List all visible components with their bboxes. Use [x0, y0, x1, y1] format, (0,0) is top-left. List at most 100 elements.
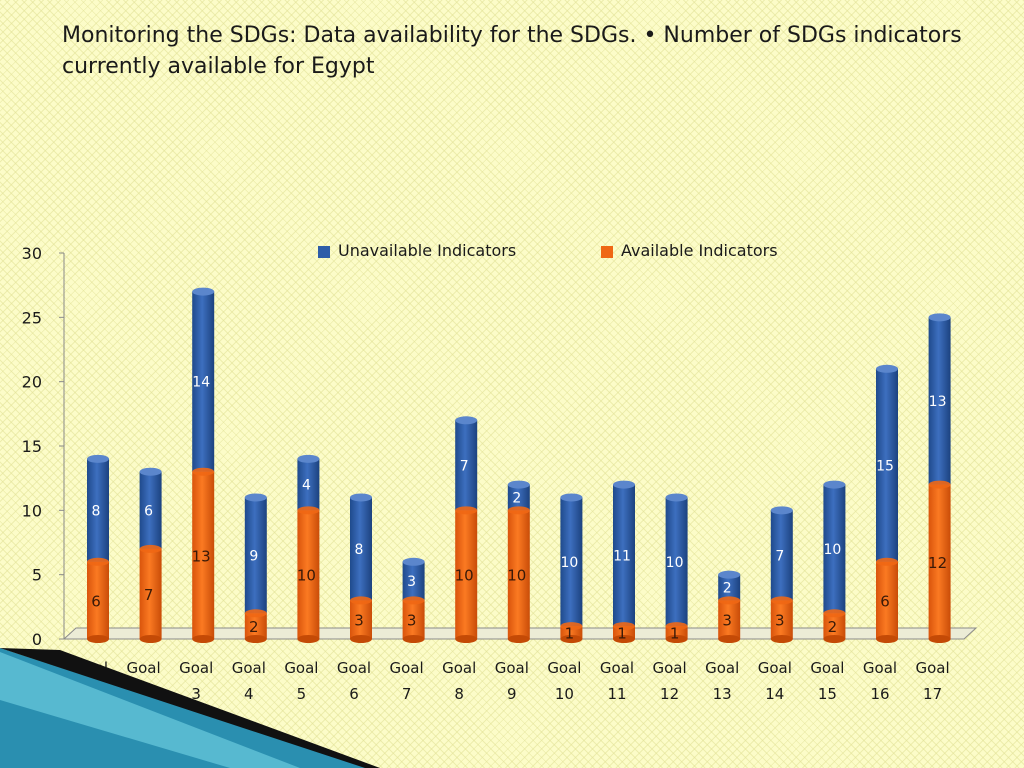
- bar-top: [297, 454, 320, 463]
- bar-segment-join: [665, 622, 688, 631]
- bar-top: [192, 287, 215, 296]
- legend-label: Available Indicators: [621, 241, 778, 260]
- x-tick-label: Goal 10: [547, 659, 581, 703]
- bar-stack: 1 10: [665, 493, 688, 643]
- bar-available: [507, 510, 530, 639]
- bar-stack: 10 7: [455, 416, 478, 643]
- bar-unavailable: [192, 291, 215, 472]
- bar-unavailable: [87, 458, 109, 562]
- label-available: 6: [91, 592, 101, 610]
- x-tick-label: Goal 17: [916, 659, 950, 703]
- bar-base: [297, 635, 320, 643]
- bar-stack: 37: [770, 506, 793, 643]
- bar-top: [665, 493, 688, 502]
- y-tick-label: 20: [22, 373, 42, 392]
- bar-unavailable: [613, 484, 635, 627]
- y-tick-label: 15: [22, 437, 42, 456]
- bar-available: [402, 600, 425, 639]
- label-available: 12: [928, 554, 947, 572]
- label-unavailable: 6: [144, 503, 153, 519]
- legend: Unavailable Indicators Available Indicato…: [318, 241, 778, 260]
- bar-segment-join: [350, 596, 372, 605]
- bar-top: [823, 480, 846, 489]
- bar-stack: 38: [350, 493, 372, 643]
- x-tick-label: Goal 12: [653, 659, 687, 703]
- bar-segment-join: [402, 596, 425, 605]
- x-tick-label: Goal 15: [810, 659, 844, 703]
- bar-available: [455, 510, 478, 639]
- bar-base: [928, 635, 951, 643]
- label-available: 6: [880, 592, 890, 610]
- bar-base: [507, 635, 530, 643]
- bar-top: [928, 313, 951, 322]
- bar-top: [455, 416, 478, 425]
- bar-segment-join: [455, 506, 478, 515]
- bar-stack: 111: [613, 480, 635, 643]
- x-tick-label: Goal 7: [390, 659, 424, 703]
- y-tick-label: 25: [22, 308, 42, 327]
- bar-top: [139, 467, 162, 476]
- bar-stack: 33: [402, 557, 425, 643]
- bar-stack: 12 13: [928, 313, 951, 643]
- bar-unavailable: [770, 510, 793, 601]
- slide-title: Monitoring the SDGs: Data availability f…: [62, 23, 962, 79]
- bar-base: [350, 635, 372, 643]
- bar-segment-join: [560, 622, 583, 631]
- x-tick-label: Goal 11: [600, 659, 634, 703]
- label-available: 3: [354, 612, 364, 630]
- bar-available: [350, 600, 372, 639]
- label-available: 10: [455, 567, 474, 585]
- bar-stack: 68: [87, 454, 109, 643]
- bar-unavailable: [507, 484, 530, 511]
- label-unavailable: 8: [355, 542, 364, 558]
- bar-available: [297, 510, 320, 639]
- bar-unavailable: [350, 497, 372, 601]
- legend-swatch: [601, 246, 613, 258]
- bar-segment-join: [770, 596, 793, 605]
- bar-top: [770, 506, 793, 515]
- bar-available: [244, 613, 267, 639]
- label-available: 10: [507, 567, 526, 585]
- y-tick-label: 10: [22, 501, 42, 520]
- bar-stack: 29: [244, 493, 267, 643]
- bar-segment-join: [876, 557, 898, 566]
- label-unavailable: 2: [723, 581, 732, 597]
- label-unavailable: 9: [249, 548, 258, 564]
- bar-segment-join: [613, 622, 635, 631]
- bar-top: [244, 493, 267, 502]
- bar-unavailable: [139, 471, 162, 549]
- bar-unavailable: [928, 317, 951, 485]
- bar-base: [402, 635, 425, 643]
- bar-available: [192, 471, 215, 639]
- label-unavailable: 11: [613, 548, 631, 564]
- label-available: 7: [144, 586, 154, 604]
- bar-base: [718, 635, 741, 643]
- label-unavailable: 10: [560, 555, 578, 571]
- label-available: 13: [192, 547, 211, 565]
- x-tick-label: Goal 13: [705, 659, 739, 703]
- bar-segment-join: [87, 557, 109, 566]
- x-tick-label: Goal 3: [179, 659, 213, 703]
- bar-base: [87, 635, 109, 643]
- label-unavailable: 8: [92, 503, 101, 519]
- x-tick-label: Goal 4: [232, 659, 266, 703]
- bar-base: [876, 635, 898, 643]
- x-tick-label: Goal 8: [442, 659, 476, 703]
- bar-available: [823, 613, 846, 639]
- bar-available: [139, 548, 162, 639]
- bar-base: [665, 635, 688, 643]
- bar-unavailable: [665, 497, 688, 627]
- y-tick-label: 5: [32, 566, 42, 585]
- bar-unavailable: [402, 561, 425, 601]
- bar-base: [244, 635, 267, 643]
- bar-available: [928, 484, 951, 639]
- bar-unavailable: [718, 574, 741, 601]
- bar-unavailable: [876, 368, 898, 562]
- bar-segment-join: [718, 596, 741, 605]
- bar-segment-join: [823, 609, 846, 618]
- bar-segment-join: [192, 467, 215, 476]
- label-unavailable: 7: [460, 458, 469, 474]
- x-tick-label: Goal 6: [337, 659, 371, 703]
